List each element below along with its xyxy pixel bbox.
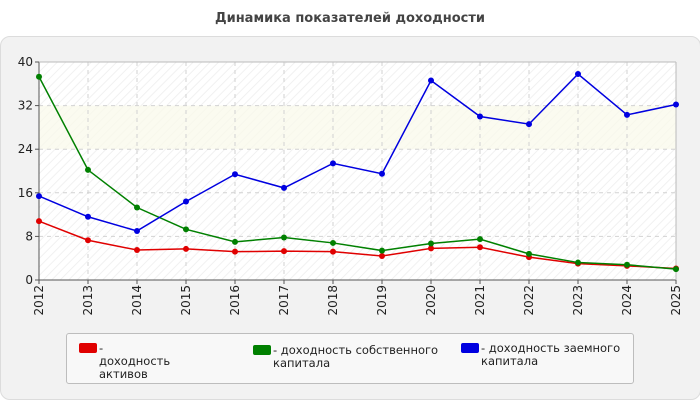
- data-point: [134, 204, 140, 211]
- data-point: [477, 113, 483, 120]
- data-point: [526, 121, 532, 128]
- legend: - доходность активов - доходность собств…: [66, 333, 634, 384]
- x-tick-label: 2021: [473, 285, 487, 316]
- plot-band: [39, 105, 676, 150]
- legend-label-line2: капитала: [481, 354, 539, 368]
- data-point: [330, 160, 336, 167]
- data-point: [575, 70, 581, 77]
- x-tick-label: 2014: [130, 285, 144, 316]
- data-point: [36, 73, 42, 80]
- y-tick-label: 32: [18, 99, 33, 113]
- plot-area: [39, 62, 676, 280]
- y-tick-label: 40: [18, 55, 33, 69]
- data-point: [281, 248, 287, 255]
- x-tick-label: 2019: [375, 285, 389, 316]
- series-2: [36, 73, 679, 273]
- legend-label: - доходность активов: [99, 341, 171, 381]
- x-tick-label: 2016: [228, 285, 242, 316]
- series-3: [36, 70, 679, 234]
- data-point: [330, 239, 336, 246]
- data-point: [183, 226, 189, 233]
- data-point: [85, 213, 91, 220]
- y-tick-label: 8: [25, 229, 33, 243]
- x-tick-label: 2022: [522, 285, 536, 316]
- y-tick-label: 16: [18, 186, 33, 200]
- x-tick-label: 2012: [32, 285, 46, 316]
- x-tick-label: 2024: [620, 285, 634, 316]
- x-tick-label: 2020: [424, 285, 438, 316]
- data-point: [673, 266, 679, 273]
- data-point: [575, 259, 581, 266]
- data-point: [232, 171, 238, 178]
- data-point: [183, 198, 189, 205]
- data-point: [428, 240, 434, 247]
- data-point: [428, 77, 434, 84]
- data-point: [281, 234, 287, 241]
- data-point: [624, 111, 630, 118]
- legend-label-line1: - доходность собственного: [273, 343, 439, 357]
- data-point: [134, 247, 140, 254]
- x-tick-label: 2013: [81, 285, 95, 316]
- legend-label-line1: - доходность заемного: [481, 341, 621, 355]
- x-tick-label: 2018: [326, 285, 340, 316]
- data-point: [624, 261, 630, 268]
- data-point: [36, 218, 42, 225]
- data-point: [477, 236, 483, 243]
- x-tick-label: 2015: [179, 285, 193, 316]
- legend-label-line2: капитала: [273, 356, 331, 370]
- data-point: [379, 253, 385, 260]
- data-point: [134, 227, 140, 234]
- data-point: [379, 247, 385, 254]
- x-tick-label: 2023: [571, 285, 585, 316]
- series-line: [38, 220, 677, 270]
- chart-title: Динамика показателей доходности: [215, 11, 485, 26]
- legend-swatch-blue: [461, 343, 479, 353]
- x-tick-label: 2025: [669, 285, 683, 316]
- data-point: [281, 184, 287, 191]
- legend-swatch-red: [79, 343, 97, 353]
- y-tick-label: 24: [18, 142, 33, 156]
- y-tick-label: 0: [25, 273, 33, 287]
- data-point: [526, 250, 532, 257]
- series-line: [38, 76, 677, 270]
- legend-swatch-green: [253, 345, 271, 355]
- data-point: [85, 166, 91, 173]
- data-point: [330, 248, 336, 255]
- data-point: [183, 245, 189, 252]
- data-point: [428, 245, 434, 252]
- x-tick-label: 2017: [277, 285, 291, 316]
- data-point: [232, 238, 238, 245]
- data-point: [85, 237, 91, 244]
- data-point: [379, 170, 385, 177]
- data-point: [477, 244, 483, 251]
- data-point: [232, 248, 238, 255]
- data-point: [36, 193, 42, 200]
- data-point: [673, 101, 679, 108]
- series-line: [38, 72, 677, 232]
